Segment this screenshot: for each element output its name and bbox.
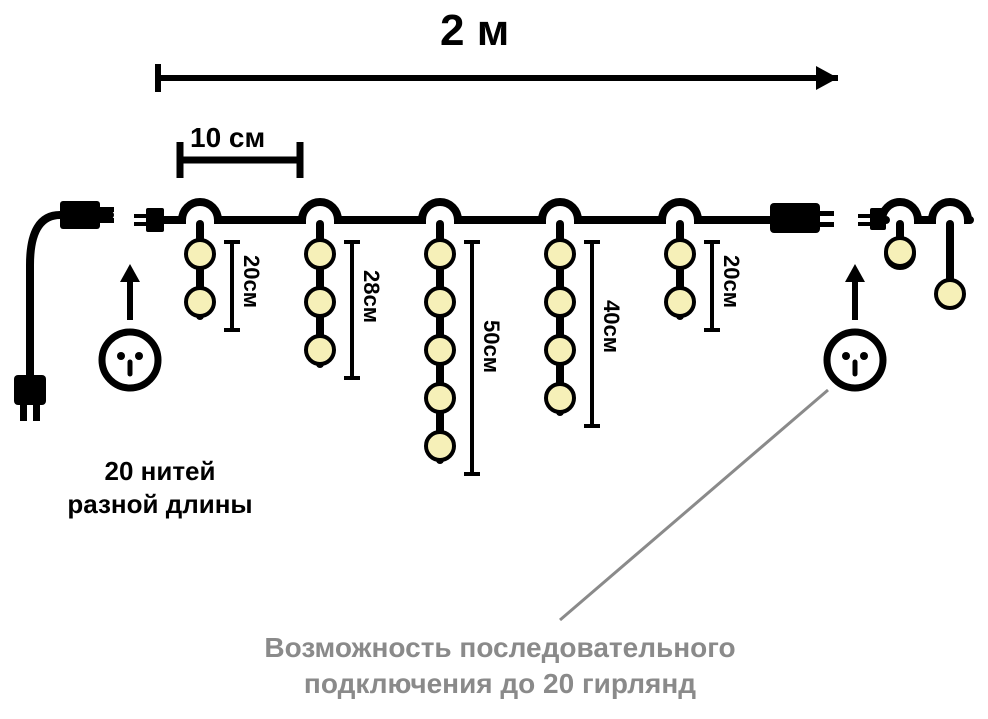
strands-note-line1: 20 нитей <box>104 456 215 486</box>
footer-note: Возможность последовательного подключени… <box>150 630 850 703</box>
footer-line1: Возможность последовательного <box>264 632 735 663</box>
drop-label-20b: 20см <box>718 255 744 308</box>
drop-label-28: 28см <box>358 270 384 323</box>
drop-label-20a: 20см <box>238 255 264 308</box>
total-length-label: 2 м <box>440 6 509 56</box>
spacing-label: 10 см <box>190 122 265 154</box>
drop-label-40: 40см <box>598 300 624 353</box>
footer-line2: подключения до 20 гирлянд <box>304 668 696 699</box>
strands-note-line2: разной длины <box>67 489 252 519</box>
drop-label-50: 50см <box>478 320 504 373</box>
strands-note: 20 нитей разной длины <box>40 455 280 520</box>
